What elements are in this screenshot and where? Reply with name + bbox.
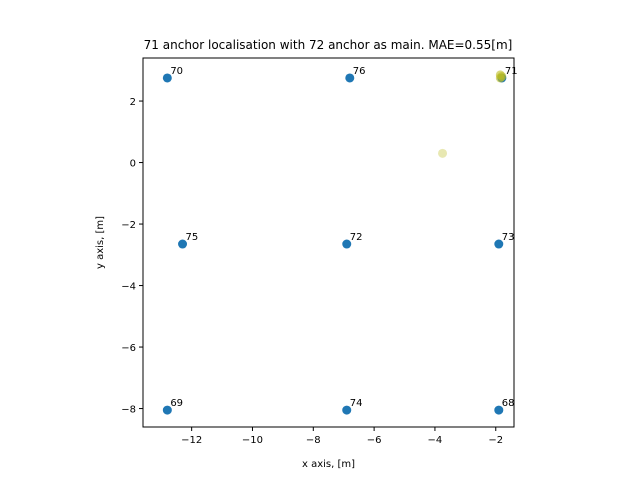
y-tick-label: −6 [121,343,136,354]
x-tick-label: −4 [428,435,443,446]
y-axis-label: y axis, [m] [95,216,106,269]
anchor-point-76 [345,73,355,83]
x-tick-label: −12 [181,435,202,446]
y-tick-label: −2 [121,220,136,231]
x-tick-label: −10 [242,435,263,446]
anchor-point-70 [162,73,172,83]
anchor-label-75: 75 [186,232,199,243]
estimate-point [438,148,448,158]
anchor-label-68: 68 [502,398,515,409]
x-tick-label: −8 [306,435,321,446]
x-tick-label: −6 [367,435,382,446]
y-tick-label: 0 [130,159,136,170]
anchor-label-72: 72 [350,232,363,243]
anchor-point-73 [494,239,504,249]
anchor-point-74 [342,405,352,415]
anchor-label-71: 71 [505,66,518,77]
anchor-label-73: 73 [502,232,515,243]
anchor-label-76: 76 [353,66,366,77]
y-tick-label: −8 [121,405,136,416]
anchor-point-68 [494,405,504,415]
anchor-point-69 [162,405,172,415]
estimate-point [495,73,505,83]
anchor-point-72 [342,239,352,249]
y-axis: −8 −6 −4 −2 0 2 [121,97,143,416]
anchor-point-75 [178,239,188,249]
y-tick-label: −4 [121,282,136,293]
chart-title: 71 anchor localisation with 72 anchor as… [144,38,513,52]
x-axis: −12 −10 −8 −6 −4 −2 [181,427,503,446]
y-tick-label: 2 [130,97,136,108]
anchor-label-70: 70 [170,66,183,77]
anchor-label-69: 69 [170,398,183,409]
x-axis-label: x axis, [m] [302,459,355,470]
anchor-label-74: 74 [350,398,363,409]
plot-area: 70 76 71 75 72 73 69 74 68 [162,66,518,415]
plot-frame [142,57,515,428]
x-tick-label: −2 [488,435,503,446]
